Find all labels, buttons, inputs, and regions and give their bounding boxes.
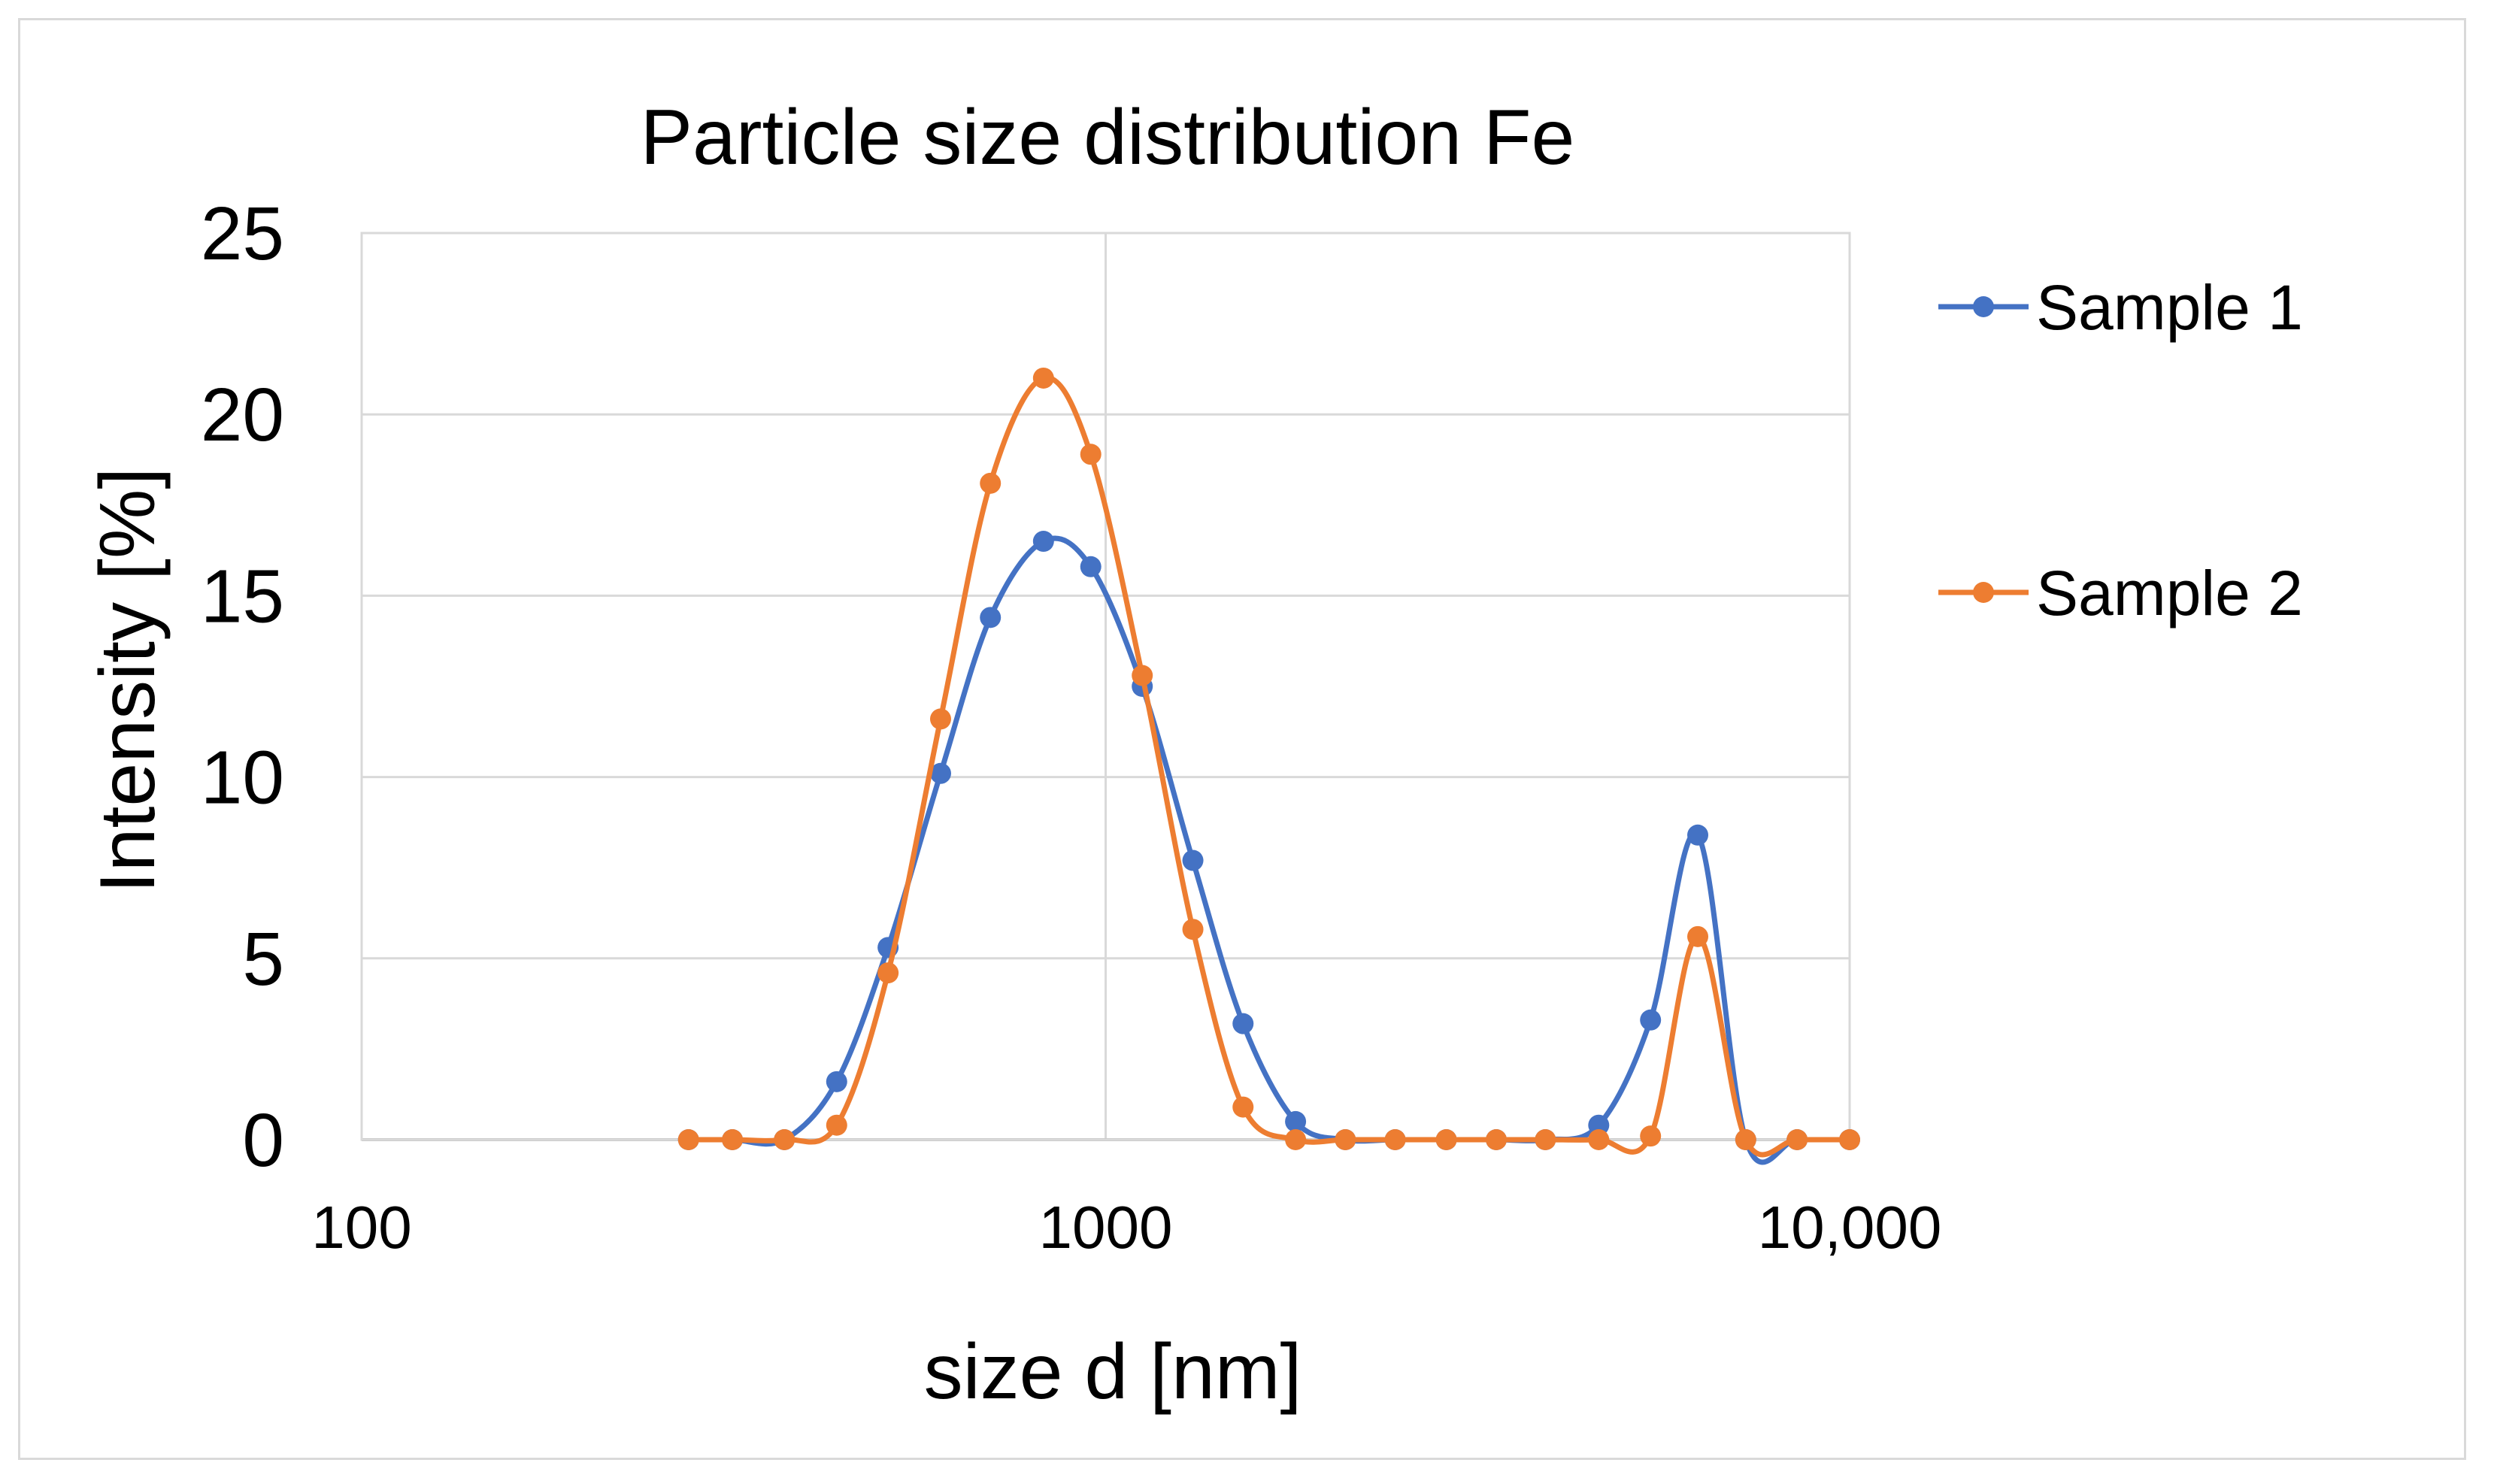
series-2-point bbox=[1335, 1129, 1356, 1150]
series-2-point bbox=[1435, 1129, 1457, 1150]
series-2-point bbox=[1486, 1129, 1508, 1150]
series-2-point bbox=[1032, 367, 1054, 389]
series-1-point bbox=[1232, 1013, 1254, 1034]
series-2-point bbox=[1232, 1096, 1254, 1118]
series-2-point bbox=[1588, 1129, 1610, 1150]
legend-entry-2: Sample 2 bbox=[1938, 558, 2303, 628]
series-2-point bbox=[1285, 1129, 1307, 1150]
plot-area bbox=[360, 232, 1851, 1141]
tick-labels: 0 5 10 15 20 25 100 1000 10,000 bbox=[201, 192, 1942, 1261]
series-2-point bbox=[1786, 1129, 1808, 1150]
x-axis-label: size d [nm] bbox=[924, 1328, 1302, 1416]
series-2 bbox=[677, 367, 1860, 1158]
y-tick-label: 25 bbox=[201, 192, 284, 276]
series-1-point bbox=[1687, 824, 1709, 846]
series-1 bbox=[677, 531, 1860, 1165]
y-tick-label: 20 bbox=[201, 373, 284, 457]
gridlines bbox=[362, 232, 1850, 1141]
chart-title: Particle size distribution Fe bbox=[641, 94, 1575, 181]
legend-label: Sample 2 bbox=[2036, 558, 2303, 628]
series-2-point bbox=[774, 1129, 795, 1150]
chart-frame bbox=[18, 18, 2466, 1460]
series-2-point bbox=[1735, 1129, 1756, 1150]
y-tick-label: 0 bbox=[242, 1098, 284, 1183]
series-1-point bbox=[1588, 1114, 1610, 1136]
legend-swatch-marker bbox=[1973, 296, 1994, 317]
legend-swatch-marker bbox=[1973, 582, 1994, 603]
series-1-point bbox=[826, 1071, 847, 1092]
series-1-point bbox=[1640, 1009, 1662, 1031]
legend-entry-1: Sample 1 bbox=[1938, 272, 2303, 343]
y-tick-label: 10 bbox=[201, 736, 284, 820]
series-2-point bbox=[1080, 444, 1102, 465]
x-tick-label: 1000 bbox=[1039, 1194, 1173, 1261]
x-tick-label: 10,000 bbox=[1758, 1194, 1942, 1261]
series-2-point bbox=[1535, 1129, 1556, 1150]
series-1-point bbox=[1032, 531, 1054, 553]
series-2-point bbox=[826, 1114, 847, 1136]
y-tick-label: 15 bbox=[201, 554, 284, 638]
y-tick-label: 5 bbox=[242, 917, 284, 1001]
series-2-point bbox=[1384, 1129, 1406, 1150]
series-1-point bbox=[1182, 850, 1204, 871]
series-2-point bbox=[980, 472, 1002, 494]
series-1-point bbox=[929, 762, 951, 784]
series-2-point bbox=[929, 708, 951, 730]
series-2-line bbox=[688, 374, 1850, 1158]
y-axis-label: Intensity [%] bbox=[84, 468, 171, 893]
series-2-point bbox=[877, 962, 899, 984]
series-2-point bbox=[1839, 1129, 1860, 1150]
legend-label: Sample 1 bbox=[2036, 272, 2303, 343]
series-2-point bbox=[677, 1129, 699, 1150]
series-1-point bbox=[1285, 1110, 1307, 1132]
series-2-point bbox=[1687, 925, 1709, 947]
series-1-point bbox=[980, 607, 1002, 628]
x-tick-label: 100 bbox=[311, 1194, 411, 1261]
series-layer bbox=[677, 367, 1860, 1165]
series-2-point bbox=[1132, 665, 1153, 686]
series-2-point bbox=[1182, 919, 1204, 940]
series-2-point bbox=[722, 1129, 744, 1150]
series-2-point bbox=[1640, 1125, 1662, 1147]
legend: Sample 1 Sample 2 bbox=[1938, 272, 2303, 628]
text-layer: Particle size distribution Fe size d [nm… bbox=[84, 94, 1574, 1416]
series-1-point bbox=[1080, 556, 1102, 577]
